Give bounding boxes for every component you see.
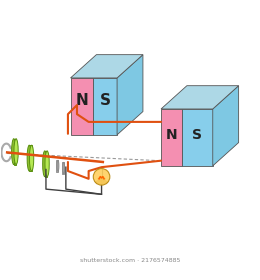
Polygon shape <box>70 55 143 78</box>
Polygon shape <box>213 86 239 166</box>
Text: N: N <box>75 93 88 108</box>
Polygon shape <box>70 78 93 135</box>
Ellipse shape <box>96 181 107 183</box>
Polygon shape <box>29 145 32 171</box>
Ellipse shape <box>14 139 18 165</box>
Ellipse shape <box>12 139 16 165</box>
Text: N: N <box>166 128 177 142</box>
Ellipse shape <box>43 151 47 177</box>
Ellipse shape <box>63 162 65 174</box>
Polygon shape <box>62 162 64 174</box>
Text: shutterstock.com · 2176574885: shutterstock.com · 2176574885 <box>80 258 180 263</box>
Polygon shape <box>117 55 143 135</box>
Polygon shape <box>182 109 213 166</box>
Text: S: S <box>100 93 110 108</box>
Polygon shape <box>93 78 117 135</box>
Polygon shape <box>161 86 239 109</box>
Polygon shape <box>45 151 47 177</box>
Polygon shape <box>14 139 16 165</box>
Polygon shape <box>56 160 58 172</box>
Ellipse shape <box>29 145 34 171</box>
Ellipse shape <box>45 151 49 177</box>
Ellipse shape <box>57 160 59 172</box>
Polygon shape <box>161 109 182 166</box>
Ellipse shape <box>27 145 31 171</box>
Text: S: S <box>192 128 202 142</box>
Polygon shape <box>101 179 102 182</box>
Circle shape <box>93 169 110 185</box>
